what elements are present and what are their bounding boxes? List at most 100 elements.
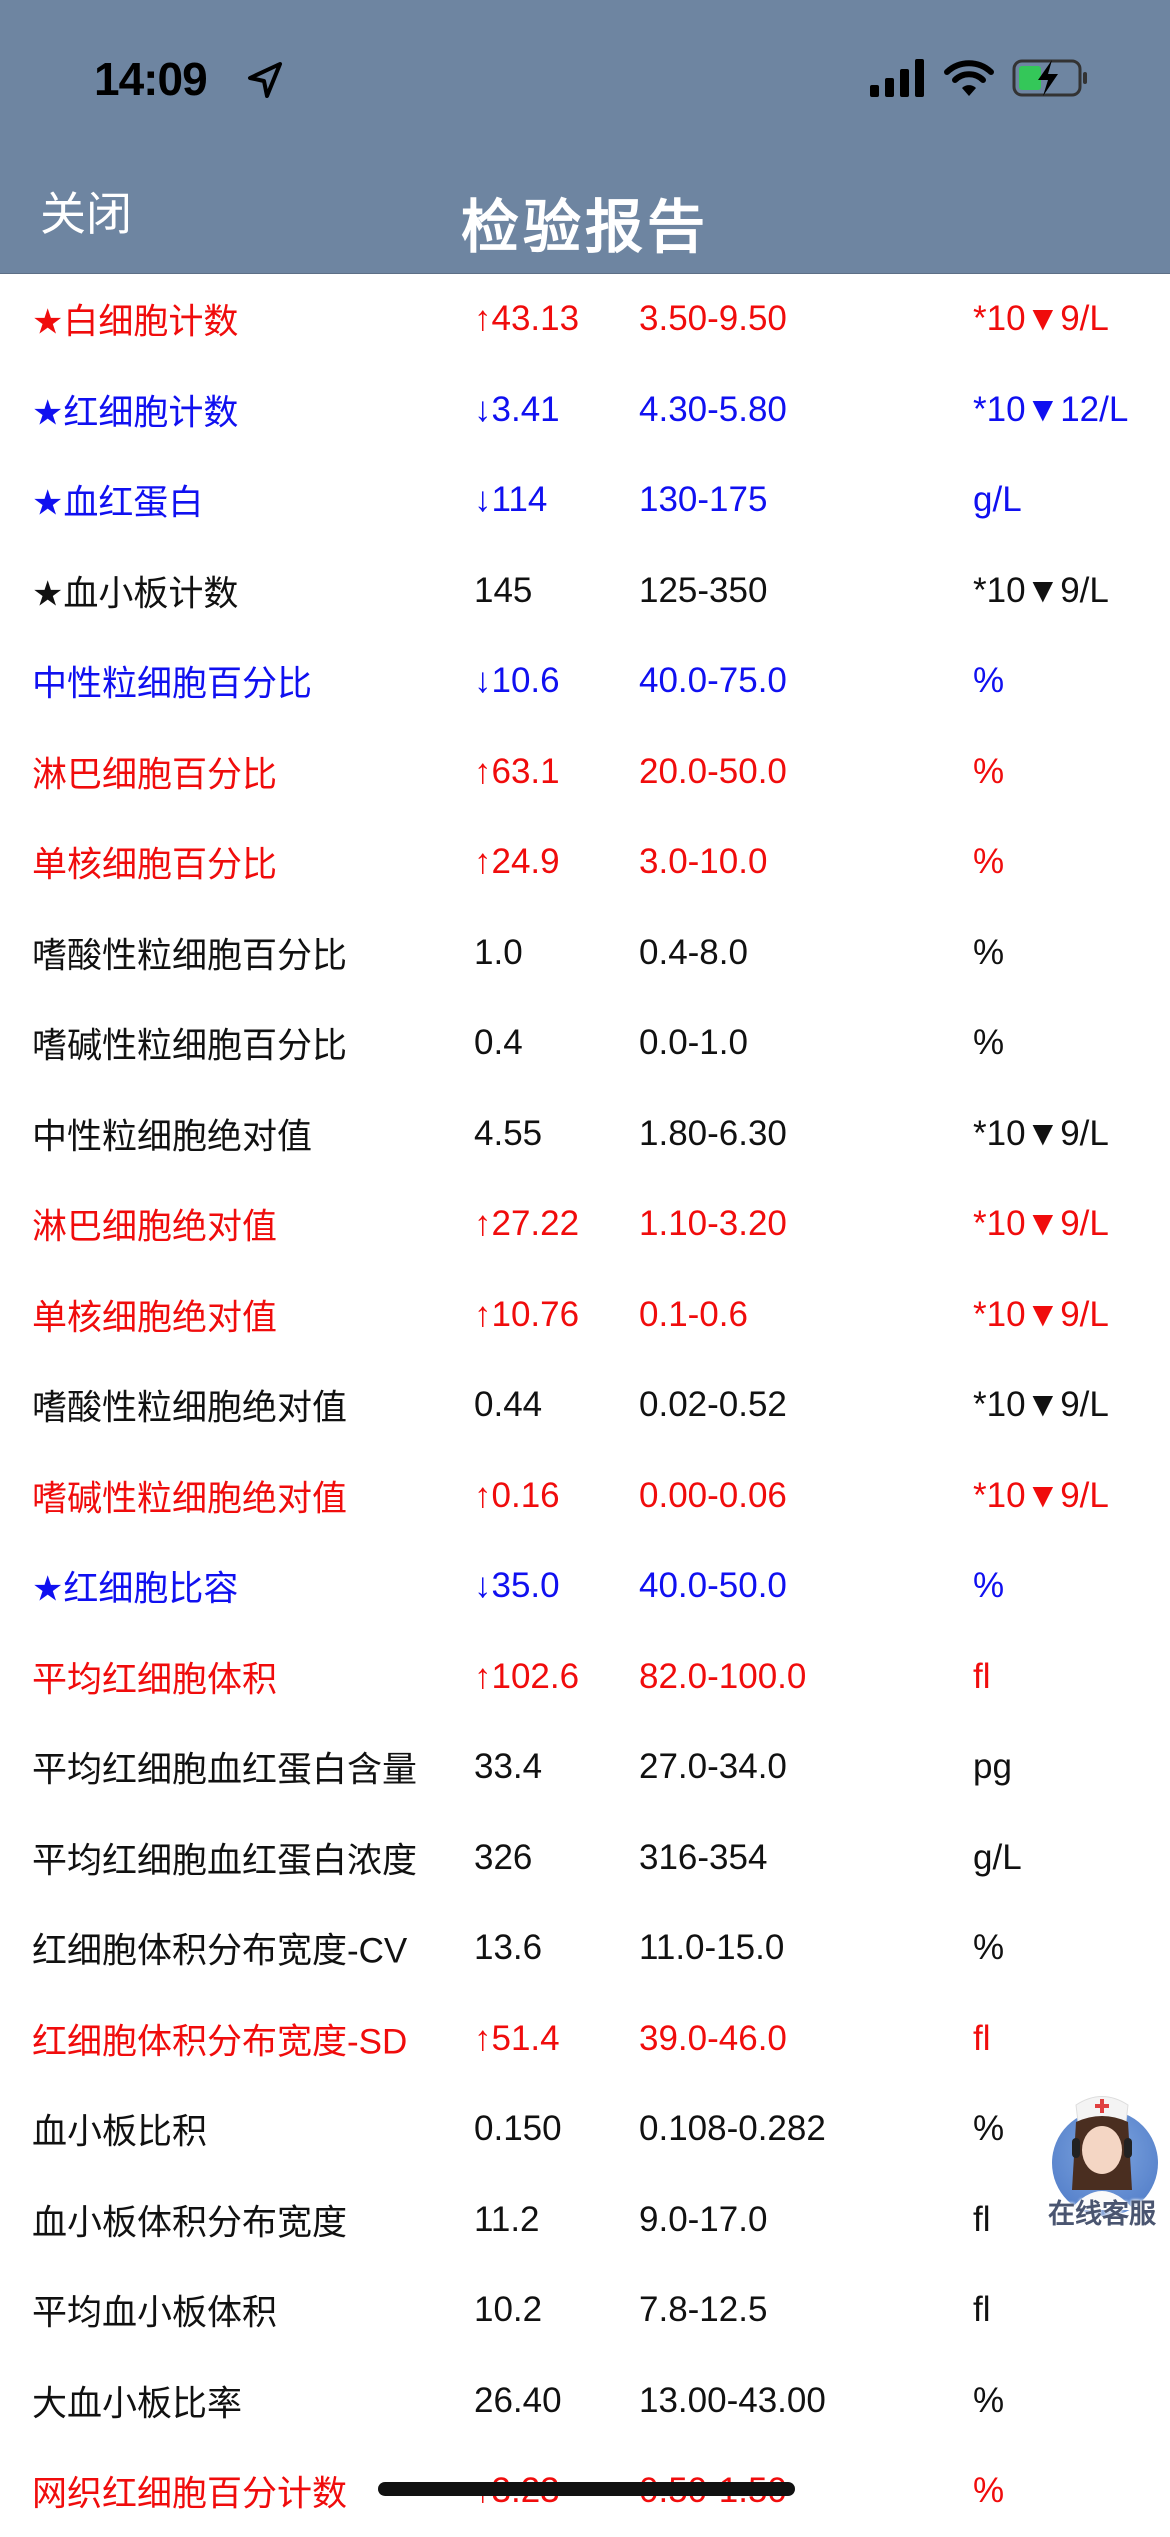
reference-range: 3.0-10.0 bbox=[639, 842, 768, 882]
result-row: ★血小板计数 145 125-350 *10▼9/L bbox=[0, 546, 1170, 637]
page-title: 检验报告 bbox=[460, 195, 709, 260]
result-row: 血小板体积分布宽度 11.2 9.0-17.0 fl bbox=[0, 2175, 1170, 2266]
test-name: ★白细胞计数 bbox=[32, 302, 239, 342]
test-value: ↑0.16 bbox=[474, 1475, 560, 1515]
test-name: 网织红细胞百分计数 bbox=[32, 2474, 348, 2514]
test-value: ↑102.6 bbox=[474, 1656, 580, 1696]
test-unit: *10▼9/L bbox=[973, 1204, 1109, 1244]
reference-range: 0.108-0.282 bbox=[639, 2109, 826, 2149]
reference-range: 27.0-34.0 bbox=[639, 1747, 787, 1787]
test-unit: *10▼9/L bbox=[973, 1113, 1109, 1153]
test-unit: pg bbox=[973, 1747, 1012, 1787]
test-name: 平均红细胞血红蛋白含量 bbox=[32, 1750, 418, 1790]
reference-range: 125-350 bbox=[639, 570, 768, 610]
result-row: ★白细胞计数 ↑43.13 3.50-9.50 *10▼9/L bbox=[0, 274, 1170, 365]
result-row: 血小板比积 0.150 0.108-0.282% bbox=[0, 2084, 1170, 2175]
result-row: 红细胞体积分布宽度-CV 13.6 11.0-15.0% bbox=[0, 1903, 1170, 1994]
test-unit: *10▼9/L bbox=[973, 1294, 1109, 1334]
test-name: ★血红蛋白 bbox=[32, 483, 204, 523]
test-value: 0.4 bbox=[474, 1023, 523, 1063]
result-row: 中性粒细胞绝对值 4.55 1.80-6.30 *10▼9/L bbox=[0, 1089, 1170, 1180]
test-name: 嗜碱性粒细胞绝对值 bbox=[32, 1479, 348, 1519]
reference-range: 0.1-0.6 bbox=[639, 1294, 748, 1334]
reference-range: 0.00-0.06 bbox=[639, 1475, 787, 1515]
test-unit: fl bbox=[973, 2199, 991, 2239]
result-row: ★血红蛋白 ↓114 130-175 g/L bbox=[0, 455, 1170, 546]
reference-range: 82.0-100.0 bbox=[639, 1656, 807, 1696]
result-row: 淋巴细胞绝对值 ↑27.22 1.10-3.20 *10▼9/L bbox=[0, 1179, 1170, 1270]
test-name: 中性粒细胞百分比 bbox=[32, 664, 313, 704]
test-unit: % bbox=[973, 2109, 1005, 2149]
nurse-avatar-icon bbox=[1070, 2096, 1134, 2210]
customer-service-button[interactable]: 在线客服 bbox=[1040, 2080, 1164, 2229]
result-row: 嗜碱性粒细胞绝对值 ↑0.16 0.00-0.06 *10▼9/L bbox=[0, 1451, 1170, 1542]
result-row: 红细胞体积分布宽度-SD ↑51.4 39.0-46.0 fl bbox=[0, 1994, 1170, 2085]
test-value: ↓10.6 bbox=[474, 661, 560, 701]
test-value: ↑51.4 bbox=[474, 2018, 560, 2058]
test-unit: fl bbox=[973, 2018, 991, 2058]
test-value: 1.0 bbox=[474, 932, 523, 972]
test-value: ↑27.22 bbox=[474, 1204, 580, 1244]
test-unit: % bbox=[973, 1023, 1005, 1063]
test-value: ↓114 bbox=[474, 480, 548, 520]
report-list[interactable]: ★白细胞计数 ↑43.13 3.50-9.50 *10▼9/L ★红细胞计数 ↓3.41 4… bbox=[0, 274, 1170, 2537]
test-unit: % bbox=[973, 661, 1005, 701]
customer-service-label: 在线客服 bbox=[1048, 2199, 1156, 2229]
reference-range: 1.10-3.20 bbox=[639, 1204, 787, 1244]
test-unit: % bbox=[973, 1928, 1005, 1968]
test-name: 中性粒细胞绝对值 bbox=[32, 1117, 313, 1157]
reference-range: 9.0-17.0 bbox=[639, 2199, 768, 2239]
reference-range: 11.0-15.0 bbox=[639, 1928, 785, 1968]
test-name: 平均红细胞体积 bbox=[32, 1660, 278, 1700]
result-row: ★红细胞计数 ↓3.41 4.30-5.80 *10▼12/L bbox=[0, 365, 1170, 456]
test-name: 红细胞体积分布宽度-SD bbox=[32, 2022, 408, 2062]
test-unit: *10▼9/L bbox=[973, 570, 1109, 610]
reference-range: 20.0-50.0 bbox=[639, 751, 787, 791]
result-row: 平均红细胞血红蛋白含量 33.4 27.0-34.0 pg bbox=[0, 1722, 1170, 1813]
test-value: 0.44 bbox=[474, 1385, 543, 1425]
result-row: 大血小板比率 26.40 13.00-43.00% bbox=[0, 2356, 1170, 2447]
reference-range: 39.0-46.0 bbox=[639, 2018, 787, 2058]
wifi-icon bbox=[944, 60, 994, 96]
reference-range: 40.0-50.0 bbox=[639, 1566, 787, 1606]
test-name: 红细胞体积分布宽度-CV bbox=[32, 1931, 408, 1971]
reference-range: 3.50-9.50 bbox=[639, 299, 787, 339]
test-name: ★红细胞计数 bbox=[32, 393, 239, 433]
home-indicator[interactable] bbox=[378, 2482, 795, 2496]
test-unit: fl bbox=[973, 2290, 991, 2330]
battery-charging-icon bbox=[1012, 59, 1087, 97]
test-value: 26.40 bbox=[474, 2380, 562, 2420]
test-unit: fl bbox=[973, 1656, 991, 1696]
location-arrow-icon bbox=[248, 62, 282, 98]
result-row: 淋巴细胞百分比 ↑63.1 20.0-50.0% bbox=[0, 727, 1170, 818]
test-name: ★血小板计数 bbox=[32, 574, 239, 614]
test-name: 大血小板比率 bbox=[32, 2384, 243, 2424]
test-name: 嗜酸性粒细胞百分比 bbox=[32, 936, 348, 976]
reference-range: 130-175 bbox=[639, 480, 768, 520]
reference-range: 13.00-43.00 bbox=[639, 2380, 826, 2420]
test-unit: g/L bbox=[973, 480, 1022, 520]
test-value: ↑10.76 bbox=[474, 1294, 580, 1334]
test-name: 淋巴细胞绝对值 bbox=[32, 1207, 278, 1247]
signal-icon bbox=[870, 59, 924, 97]
close-button[interactable]: 关闭 bbox=[40, 188, 132, 240]
result-row: 平均血小板体积 10.2 7.8-12.5 fl bbox=[0, 2265, 1170, 2356]
result-row: 单核细胞绝对值 ↑10.76 0.1-0.6 *10▼9/L bbox=[0, 1270, 1170, 1361]
reference-range: 0.02-0.52 bbox=[639, 1385, 787, 1425]
test-value: 13.6 bbox=[474, 1928, 543, 1968]
test-value: 11.2 bbox=[474, 2199, 540, 2239]
status-icons bbox=[870, 58, 1090, 98]
test-value: ↑24.9 bbox=[474, 842, 560, 882]
reference-range: 4.30-5.80 bbox=[639, 389, 787, 429]
result-row: 平均红细胞体积 ↑102.6 82.0-100.0 fl bbox=[0, 1632, 1170, 1723]
test-value: 33.4 bbox=[474, 1747, 543, 1787]
status-time: 14:09 bbox=[94, 53, 208, 105]
result-row: 平均红细胞血红蛋白浓度 326 316-354 g/L bbox=[0, 1813, 1170, 1904]
test-unit: % bbox=[973, 2471, 1005, 2511]
result-row: 嗜酸性粒细胞百分比 1.0 0.4-8.0% bbox=[0, 908, 1170, 999]
test-value: 145 bbox=[474, 570, 533, 610]
reference-range: 1.80-6.30 bbox=[639, 1113, 787, 1153]
reference-range: 0.0-1.0 bbox=[639, 1023, 748, 1063]
test-value: 0.150 bbox=[474, 2109, 562, 2149]
test-name: 嗜酸性粒细胞绝对值 bbox=[32, 1388, 348, 1428]
